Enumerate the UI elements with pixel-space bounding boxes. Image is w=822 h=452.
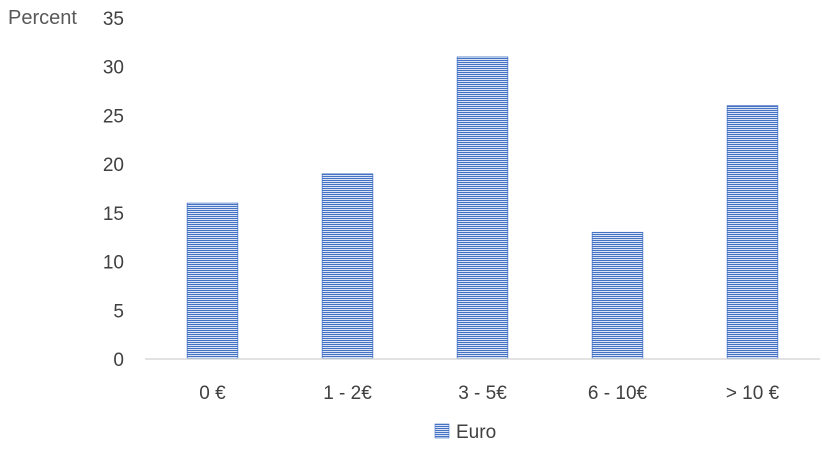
y-tick-label: 15 <box>103 204 124 225</box>
x-tick-label: 1 - 2€ <box>323 383 372 404</box>
x-tick-label: > 10 € <box>726 383 780 404</box>
bar <box>186 202 239 360</box>
bars <box>186 56 779 360</box>
y-tick-label: 35 <box>103 9 124 30</box>
y-tick-label: 20 <box>103 155 124 176</box>
x-axis-ticks: 0 € 1 - 2€ 3 - 5€ 6 - 10€ > 10 € <box>199 383 779 404</box>
y-axis-label: Percent <box>8 7 77 29</box>
y-tick-label: 0 <box>113 350 124 371</box>
bar <box>456 56 509 360</box>
y-tick-label: 25 <box>103 106 124 127</box>
bar <box>591 231 644 360</box>
y-tick-label: 30 <box>103 58 124 79</box>
legend-label-euro: Euro <box>456 422 496 443</box>
y-axis-ticks: 0 5 10 15 20 25 30 35 <box>103 9 124 371</box>
y-tick-label: 10 <box>103 253 124 274</box>
x-tick-label: 6 - 10€ <box>588 383 648 404</box>
bar <box>321 173 374 360</box>
legend: Euro <box>434 422 496 443</box>
x-tick-label: 0 € <box>199 383 226 404</box>
bar <box>726 105 779 360</box>
y-tick-label: 5 <box>113 301 124 322</box>
legend-swatch-euro <box>434 423 450 439</box>
x-tick-label: 3 - 5€ <box>458 383 507 404</box>
